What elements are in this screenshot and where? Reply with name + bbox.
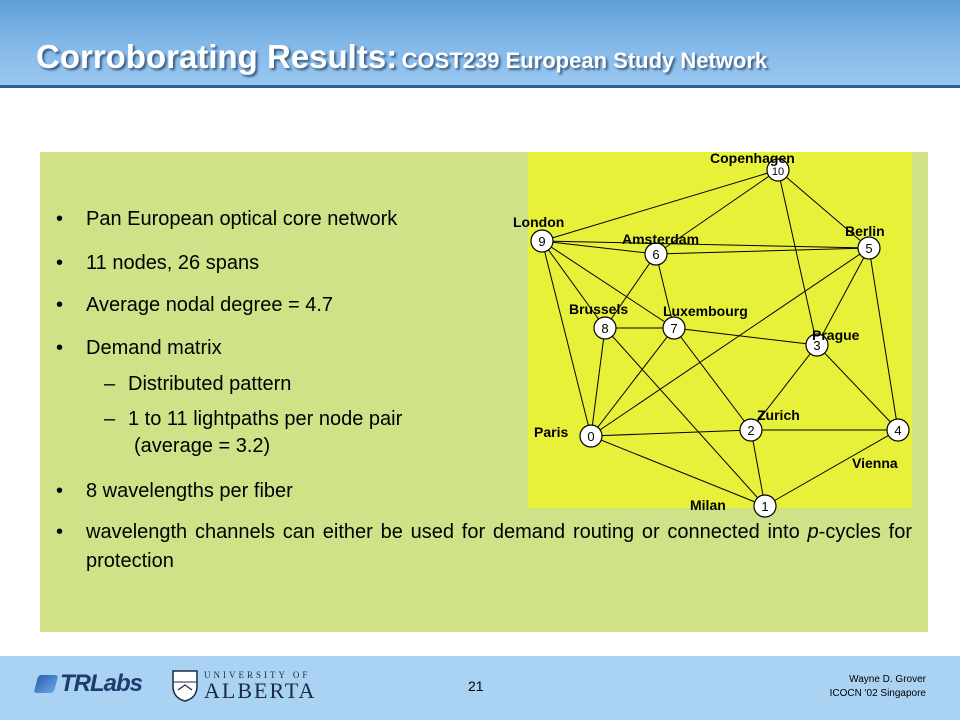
node-id-label: 4 bbox=[894, 423, 901, 438]
network-link bbox=[541, 240, 675, 329]
trlabs-mark-icon bbox=[33, 675, 59, 693]
network-link bbox=[590, 429, 752, 437]
city-label: Brussels bbox=[569, 301, 628, 317]
title-bar bbox=[0, 0, 960, 88]
node-circle bbox=[805, 333, 829, 357]
city-label: Luxembourg bbox=[663, 303, 748, 319]
node-id-label: 3 bbox=[813, 338, 820, 353]
network-link bbox=[541, 240, 870, 249]
network-link bbox=[673, 327, 818, 346]
node-id-label: 5 bbox=[865, 241, 872, 256]
crest-icon bbox=[172, 670, 198, 702]
node-circle bbox=[886, 418, 910, 442]
footer-bar bbox=[0, 656, 960, 720]
sub-bullet-item: – Distributed pattern bbox=[104, 373, 292, 395]
author-name: Wayne D. Grover bbox=[849, 674, 926, 685]
node-circle bbox=[739, 418, 763, 442]
city-label: Prague bbox=[812, 327, 860, 343]
node-id-label: 7 bbox=[670, 321, 677, 336]
city-label: Zurich bbox=[757, 407, 800, 423]
title-sub: COST239 European Study Network bbox=[401, 48, 768, 73]
node-circle bbox=[644, 242, 668, 266]
network-link bbox=[590, 247, 870, 437]
node-circle bbox=[662, 316, 686, 340]
city-label: Amsterdam bbox=[622, 231, 699, 247]
sub-bullet-continuation: (average = 3.2) bbox=[134, 435, 271, 457]
node-circle bbox=[593, 316, 617, 340]
university-alberta-logo: UNIVERSITY OF ALBERTA bbox=[170, 668, 314, 707]
node-id-label: 6 bbox=[652, 247, 659, 262]
network-link bbox=[590, 435, 766, 507]
trlabs-logo: TRLabs bbox=[33, 670, 143, 698]
node-id-label: 2 bbox=[747, 423, 754, 438]
network-nodes: 0 1 2 3 4 5 6 7 8 9 10 bbox=[530, 158, 910, 518]
bullet-item: • Demand matrix bbox=[56, 337, 222, 359]
node-circle bbox=[530, 229, 554, 253]
network-link bbox=[673, 327, 752, 431]
network-link bbox=[750, 429, 766, 507]
network-link bbox=[541, 240, 592, 437]
network-link bbox=[541, 169, 779, 242]
network-link bbox=[777, 169, 870, 249]
network-link bbox=[655, 169, 779, 255]
network-link bbox=[764, 429, 899, 507]
city-label: Milan bbox=[690, 497, 726, 513]
city-label: Berlin bbox=[845, 223, 885, 239]
city-labels: Paris Milan Zurich Prague Vienna Berlin Amster… bbox=[513, 150, 898, 513]
node-circle bbox=[579, 424, 603, 448]
event-name: ICOCN '02 Singapore bbox=[829, 688, 926, 699]
city-label: Copenhagen bbox=[710, 150, 795, 166]
bullet-item-wide: • wavelength channels can either be used … bbox=[56, 521, 912, 572]
node-circle bbox=[766, 158, 790, 182]
slide-title: Corroborating Results: COST239 European … bbox=[36, 38, 767, 76]
network-link bbox=[655, 253, 675, 329]
network-diagram-box bbox=[528, 152, 912, 508]
node-circle bbox=[857, 236, 881, 260]
network-link bbox=[750, 344, 818, 431]
sub-bullet-item: –1 to 11 lightpaths per node pair bbox=[104, 408, 403, 430]
title-main: Corroborating Results: bbox=[36, 38, 398, 75]
author-info: Wayne D. Grover ICOCN '02 Singapore bbox=[830, 673, 926, 701]
network-link bbox=[816, 247, 870, 346]
node-id-label: 0 bbox=[587, 429, 594, 444]
bullet-item: • Average nodal degree = 4.7 bbox=[56, 294, 334, 316]
bullet-item: • 11 nodes, 26 spans bbox=[56, 252, 260, 274]
node-id-label: 9 bbox=[538, 234, 545, 249]
node-id-label: 10 bbox=[772, 166, 784, 178]
network-link bbox=[604, 327, 766, 507]
node-id-label: 8 bbox=[601, 321, 608, 336]
network-links bbox=[541, 169, 899, 507]
network-link bbox=[604, 253, 657, 329]
network-link bbox=[590, 327, 606, 437]
city-label: Paris bbox=[534, 424, 568, 440]
network-link bbox=[541, 240, 657, 255]
node-id-label: 1 bbox=[761, 499, 768, 514]
network-link bbox=[816, 344, 899, 431]
network-link bbox=[541, 240, 606, 329]
network-link bbox=[868, 247, 899, 431]
city-label: Vienna bbox=[852, 455, 898, 471]
city-label: London bbox=[513, 214, 564, 230]
node-circle bbox=[753, 494, 777, 518]
bullet-item: • Pan European optical core network bbox=[56, 208, 398, 230]
bullet-item: • 8 wavelengths per fiber bbox=[56, 480, 293, 502]
network-link bbox=[590, 327, 675, 437]
network-link bbox=[655, 247, 870, 255]
network-link bbox=[777, 169, 818, 346]
page-number: 21 bbox=[468, 678, 484, 694]
